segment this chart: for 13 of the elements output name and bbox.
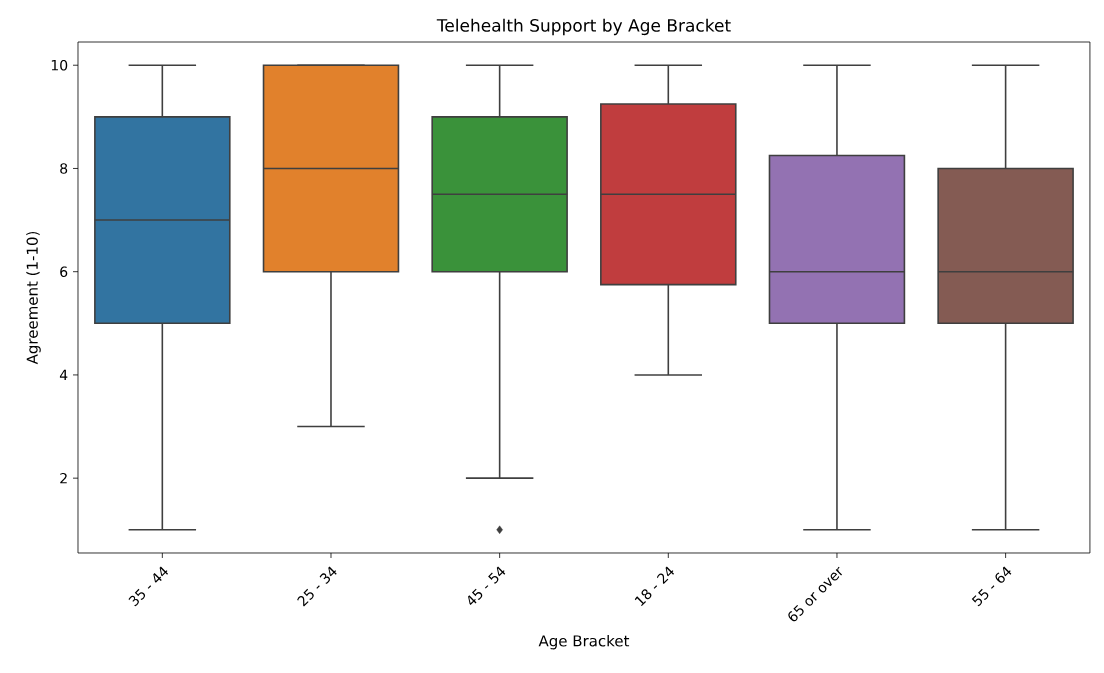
x-tick-label: 45 - 54 (468, 566, 506, 605)
x-tick-label: 55 - 64 (971, 566, 1012, 607)
y-tick-label: 4 (59, 369, 68, 381)
y-tick-label: 2 (60, 472, 67, 484)
y-tick-label: 6 (60, 266, 68, 277)
x-tick-label: 25 - 34 (297, 566, 337, 607)
y-axis-title: Agreement (1-10) (26, 231, 41, 365)
x-tick-label: 18 - 24 (634, 566, 675, 607)
x-axis-title: Age Bracket (538, 634, 630, 650)
y-tick-label: 8 (60, 163, 68, 174)
chart-title: Telehealth Support by Age Bracket (436, 18, 731, 36)
y-tick-label: 10 (51, 59, 68, 71)
x-tick-label: 35 - 44 (128, 566, 169, 607)
